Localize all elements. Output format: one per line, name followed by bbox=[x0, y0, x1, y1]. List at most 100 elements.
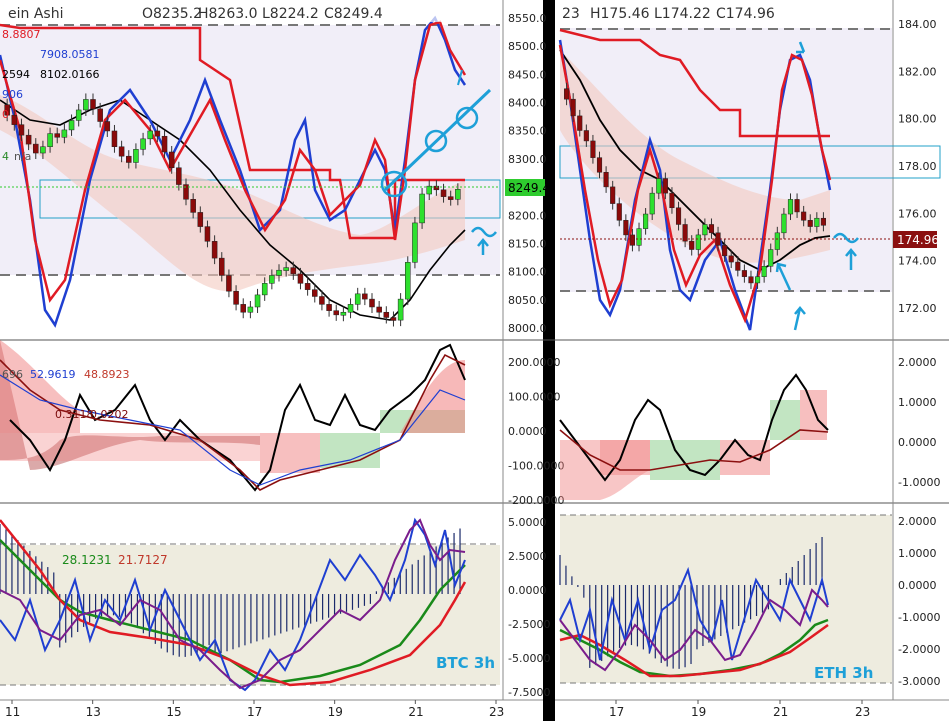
eth-candle bbox=[787, 199, 794, 215]
btc-mid-legend-1: 52.9619 bbox=[30, 368, 76, 381]
btc-candle bbox=[140, 138, 146, 150]
eth-mid-black-line bbox=[559, 373, 829, 482]
eth-candle bbox=[695, 234, 701, 250]
btc-candle bbox=[104, 121, 111, 132]
btc-time-tick-label: 13 bbox=[86, 705, 101, 719]
eth-candle bbox=[741, 270, 747, 277]
eth-candle bbox=[689, 240, 695, 250]
btc-candles bbox=[4, 93, 461, 327]
btc-candle bbox=[297, 273, 304, 284]
btc-candle bbox=[4, 104, 10, 116]
btc-candle bbox=[397, 298, 404, 321]
btc-mid-tick-label: 0.0000 bbox=[508, 425, 547, 438]
btc-up-arrow bbox=[477, 238, 489, 255]
btc-mid-legend-3: 0.3118 bbox=[55, 408, 94, 421]
btc-osc-tick-label: 0.0000 bbox=[508, 584, 547, 597]
btc-upper-band-line bbox=[0, 23, 465, 240]
btc-price-tick-label: 8150.0 bbox=[508, 237, 547, 250]
eth-long-ma-line bbox=[559, 49, 831, 272]
eth-price-tick-label: 182.00 bbox=[898, 65, 937, 78]
btc-candle bbox=[219, 257, 225, 276]
btc-candle bbox=[11, 114, 18, 125]
eth-mid-tick-label: 2.0000 bbox=[898, 356, 937, 369]
eth-mid-axis: 2.0000 1.0000 0.0000 -1.0000 bbox=[898, 356, 940, 489]
eth-candle bbox=[629, 234, 635, 246]
eth-osc-axis: 2.0000 1.0000 0.0000 -1.0000 -2.0000 -3.0000 bbox=[898, 515, 940, 688]
btc-legend-4: 906 bbox=[2, 88, 23, 101]
eth-candle bbox=[662, 178, 668, 194]
btc-candle bbox=[369, 298, 375, 308]
btc-legend-5: 0 bbox=[2, 108, 9, 121]
btc-candle bbox=[133, 149, 139, 163]
eth-osc-tick-label: -3.0000 bbox=[898, 675, 940, 688]
btc-candle bbox=[254, 294, 261, 308]
eth-price-tick-label: 174.00 bbox=[898, 255, 937, 268]
eth-candle bbox=[583, 130, 589, 142]
btc-candle bbox=[33, 143, 39, 154]
eth-candle bbox=[636, 228, 642, 246]
eth-candle bbox=[801, 211, 807, 221]
btc-time-tick-label: 15 bbox=[166, 705, 181, 719]
eth-down-mark bbox=[796, 41, 806, 54]
btc-candle bbox=[455, 189, 461, 200]
eth-ichimoku-cloud bbox=[560, 50, 830, 263]
eth-candle bbox=[570, 98, 576, 117]
btc-header-bg bbox=[0, 0, 500, 22]
btc-fast-red-line bbox=[0, 20, 467, 303]
btc-candle bbox=[25, 134, 32, 145]
eth-price-tick-label: 176.00 bbox=[898, 207, 937, 220]
eth-candle bbox=[656, 178, 662, 194]
btc-time-tick-label: 21 bbox=[408, 705, 423, 719]
btc-candle bbox=[419, 193, 425, 224]
btc-ichimoku-cloud bbox=[0, 95, 465, 292]
btc-price-tick-label: 8100.0 bbox=[508, 266, 547, 279]
eth-candle bbox=[702, 224, 708, 236]
eth-price-tick-label: 178.00 bbox=[898, 160, 937, 173]
eth-time-tick-label: 23 bbox=[855, 705, 870, 719]
btc-price-tick-label: 8550.0 bbox=[508, 12, 547, 25]
btc-candle bbox=[340, 311, 347, 316]
eth-header-close: C174.96 bbox=[716, 6, 775, 22]
eth-candle bbox=[748, 276, 754, 284]
eth-osc-tick-label: 1.0000 bbox=[898, 547, 937, 560]
btc-osc-tick-label: -2.5000 bbox=[508, 618, 550, 631]
btc-mid-blue-line bbox=[0, 374, 466, 486]
btc-candle bbox=[440, 189, 447, 197]
eth-price-badge-label: 174.96 bbox=[897, 233, 939, 247]
eth-mid-tick-label: -1.0000 bbox=[898, 476, 940, 489]
btc-osc-tick-label: -7.5000 bbox=[508, 686, 550, 699]
btc-time-tick-label: 17 bbox=[247, 705, 262, 719]
btc-price-tick-label: 8000.0 bbox=[508, 322, 547, 335]
eth-candle bbox=[774, 232, 780, 250]
eth-mid-red-line bbox=[559, 429, 829, 471]
eth-candle bbox=[682, 224, 688, 242]
btc-legend-3: 8102.0166 bbox=[40, 68, 100, 81]
btc-circle-3 bbox=[455, 106, 479, 130]
eth-candle bbox=[755, 276, 761, 284]
eth-candle bbox=[735, 261, 741, 271]
eth-up-arrow-2 bbox=[775, 262, 792, 291]
eth-candle bbox=[610, 186, 616, 204]
eth-candle bbox=[603, 172, 609, 188]
btc-time-tick-label: 11 bbox=[5, 705, 20, 719]
btc-header-low: L8224.2 bbox=[262, 6, 319, 22]
eth-candle bbox=[781, 213, 787, 234]
btc-mid-legend-0: 696 bbox=[2, 368, 23, 381]
eth-candles bbox=[564, 82, 826, 289]
btc-candle bbox=[126, 155, 132, 163]
btc-candle bbox=[111, 130, 118, 147]
btc-candle bbox=[161, 135, 168, 153]
btc-candle bbox=[204, 226, 211, 242]
btc-down-tick bbox=[457, 69, 463, 86]
btc-wave-mark bbox=[471, 226, 497, 238]
eth-candle bbox=[814, 217, 820, 227]
btc-candle bbox=[90, 99, 96, 110]
btc-candle bbox=[283, 267, 289, 271]
btc-osc-red-line bbox=[0, 519, 467, 687]
btc-price-badge bbox=[505, 179, 545, 196]
btc-trend-arrow bbox=[383, 88, 492, 192]
btc-osc-legend-0: 28.1231 bbox=[62, 553, 112, 567]
eth-mid-tick-label: 0.0000 bbox=[898, 436, 937, 449]
btc-header-close: C8249.4 bbox=[324, 6, 383, 22]
